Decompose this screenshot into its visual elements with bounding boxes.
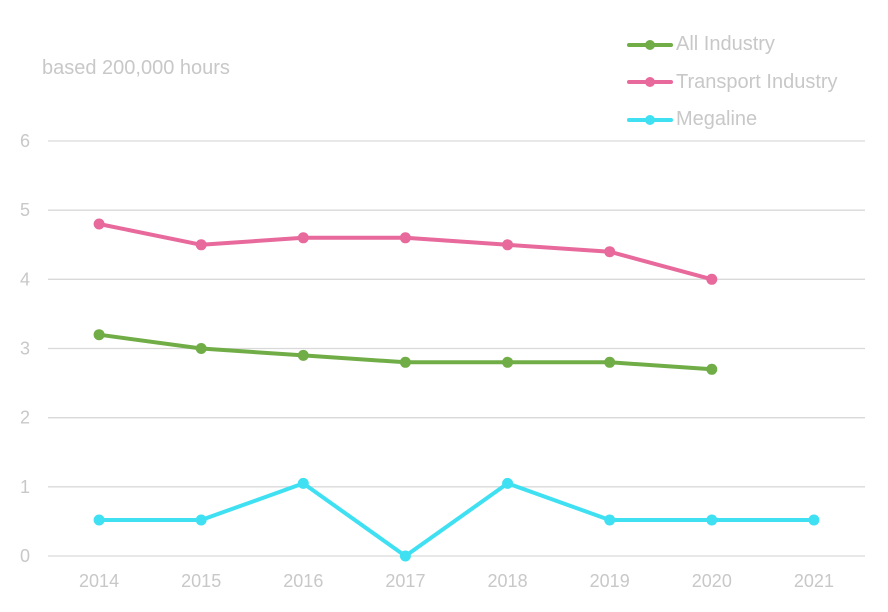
series-line — [97, 222, 714, 282]
series-all-industry — [93, 329, 718, 375]
data-point — [502, 239, 514, 251]
legend-item-all-industry: All Industry — [627, 26, 838, 64]
x-tick-label: 2016 — [283, 571, 323, 591]
y-tick-label: 6 — [20, 131, 30, 151]
x-axis-tick-labels: 2014 2015 2016 2017 2018 2019 2020 2021 — [79, 571, 834, 591]
data-point — [399, 232, 411, 244]
y-tick-label: 2 — [20, 408, 30, 428]
data-point — [399, 356, 411, 368]
x-tick-label: 2015 — [181, 571, 221, 591]
data-point — [93, 218, 105, 230]
data-point — [604, 514, 616, 526]
x-tick-label: 2019 — [590, 571, 630, 591]
data-point — [195, 239, 207, 251]
data-point — [93, 329, 105, 341]
data-point — [297, 349, 309, 361]
x-tick-label: 2021 — [794, 571, 834, 591]
data-point — [502, 477, 514, 489]
data-point — [195, 514, 207, 526]
data-point — [706, 363, 718, 375]
data-point — [808, 514, 820, 526]
data-point — [195, 343, 207, 354]
data-point — [297, 232, 309, 244]
data-point — [502, 356, 514, 368]
legend-label: Transport Industry — [676, 70, 838, 93]
series-megaline — [93, 477, 820, 562]
y-tick-label: 0 — [20, 546, 30, 566]
legend-swatch-megaline — [627, 107, 673, 133]
y-tick-label: 4 — [20, 269, 30, 289]
legend-label: All Industry — [676, 33, 775, 56]
legend-item-transport-industry: Transport Industry — [627, 64, 838, 102]
x-tick-label: 2014 — [79, 571, 119, 591]
series-lines — [93, 218, 820, 562]
data-point — [604, 246, 616, 258]
data-point — [706, 273, 718, 285]
series-line — [97, 481, 816, 558]
legend: All Industry Transport Industry Megaline — [627, 26, 838, 139]
chart-subtitle: based 200,000 hours — [42, 57, 230, 79]
x-tick-label: 2020 — [692, 571, 732, 591]
series-transport-industry — [93, 218, 718, 285]
legend-item-megaline: Megaline — [627, 101, 838, 139]
y-axis-tick-labels: 0 1 2 3 4 5 6 — [20, 131, 30, 566]
data-point — [604, 356, 616, 368]
x-tick-label: 2017 — [385, 571, 425, 591]
legend-swatch-transport-industry — [627, 69, 673, 95]
gridlines — [48, 140, 865, 557]
data-point — [297, 477, 309, 489]
x-tick-label: 2018 — [488, 571, 528, 591]
data-point — [399, 550, 411, 562]
y-tick-label: 1 — [20, 477, 30, 497]
y-tick-label: 3 — [20, 339, 30, 359]
legend-label: Megaline — [676, 108, 758, 131]
legend-swatch-all-industry — [627, 32, 673, 58]
data-point — [706, 514, 718, 526]
y-tick-label: 5 — [20, 200, 30, 220]
data-point — [93, 514, 105, 526]
